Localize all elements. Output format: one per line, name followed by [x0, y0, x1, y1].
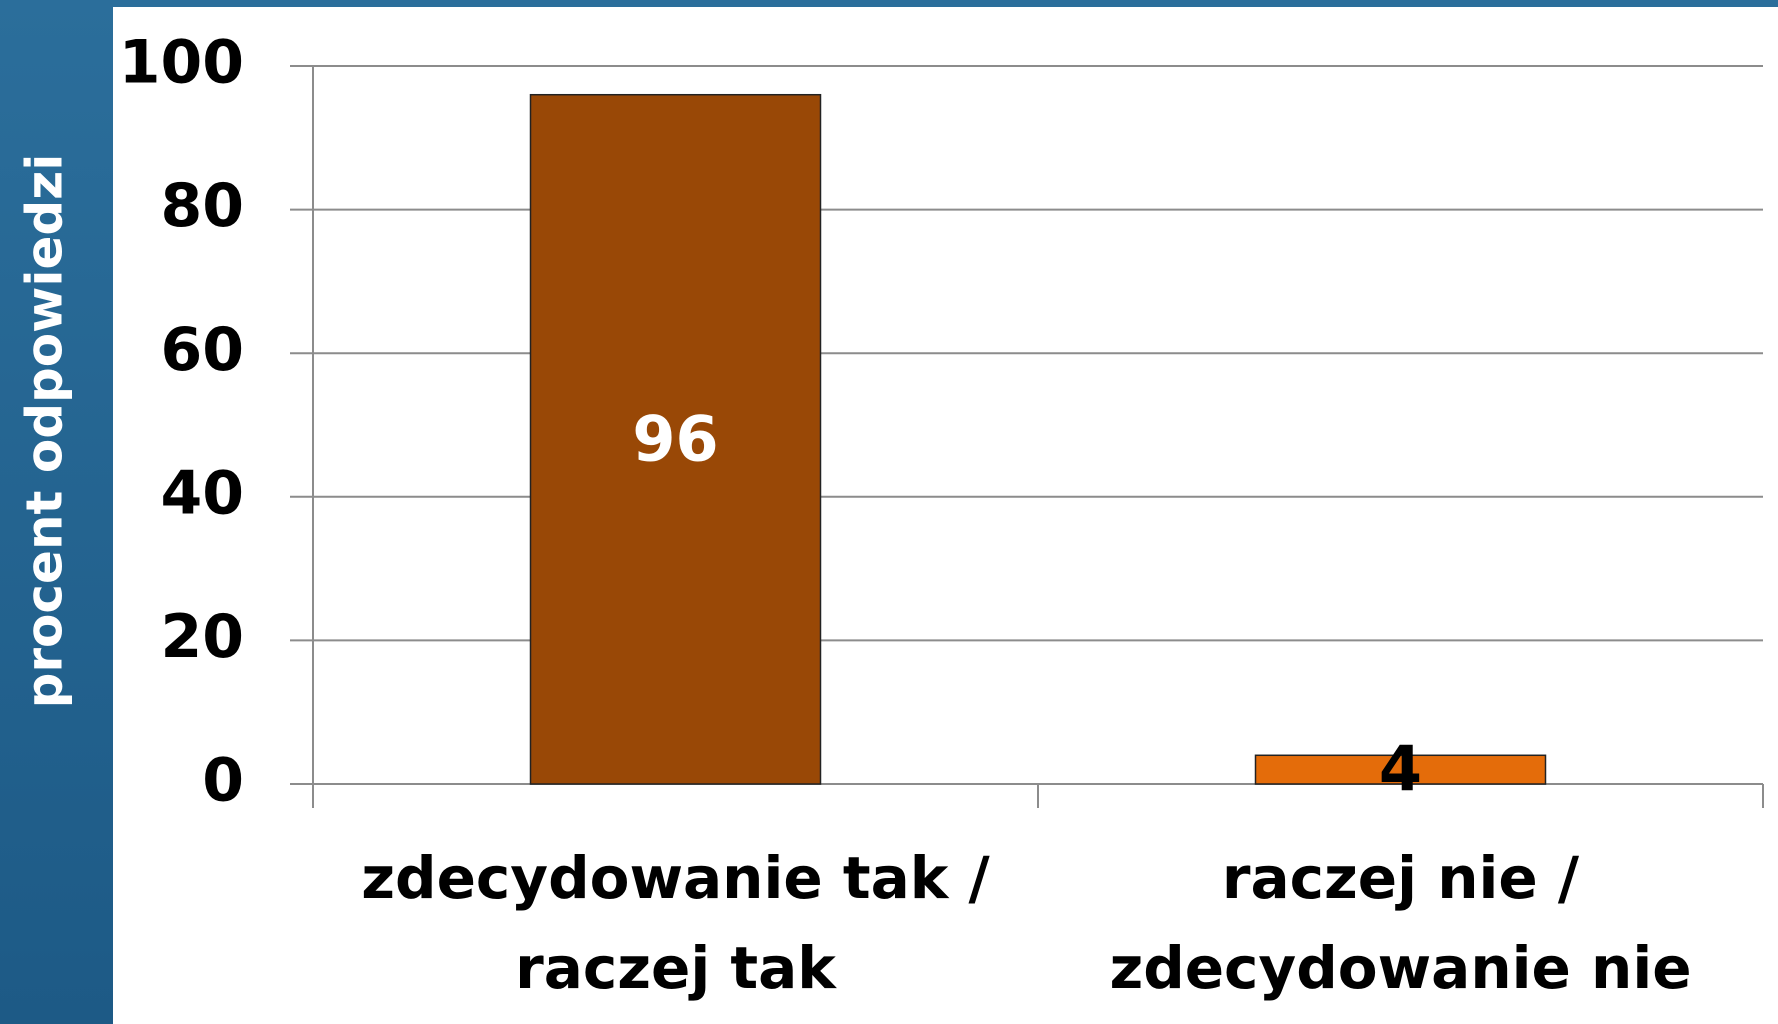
bar — [1254, 754, 1547, 785]
value-label: 96 — [632, 402, 718, 475]
x-tick-label: zdecydowanie nie — [1109, 934, 1691, 1002]
x-tick-label: zdecydowanie tak / — [361, 844, 990, 912]
x-tick-label: raczej tak — [515, 934, 837, 1002]
y-tick-label: 40 — [161, 458, 245, 528]
bar — [529, 93, 822, 785]
x-tick-label: raczej nie / — [1222, 844, 1580, 912]
plot-panel — [113, 7, 1778, 1024]
y-tick-label: 100 — [119, 28, 244, 98]
value-label: 4 — [1379, 733, 1422, 806]
y-tick-label: 0 — [202, 746, 244, 816]
y-tick-label: 20 — [161, 602, 245, 672]
y-tick-label: 80 — [161, 171, 245, 241]
y-axis-title: procent odpowiedzi — [16, 154, 74, 709]
y-tick-label: 60 — [161, 315, 245, 385]
